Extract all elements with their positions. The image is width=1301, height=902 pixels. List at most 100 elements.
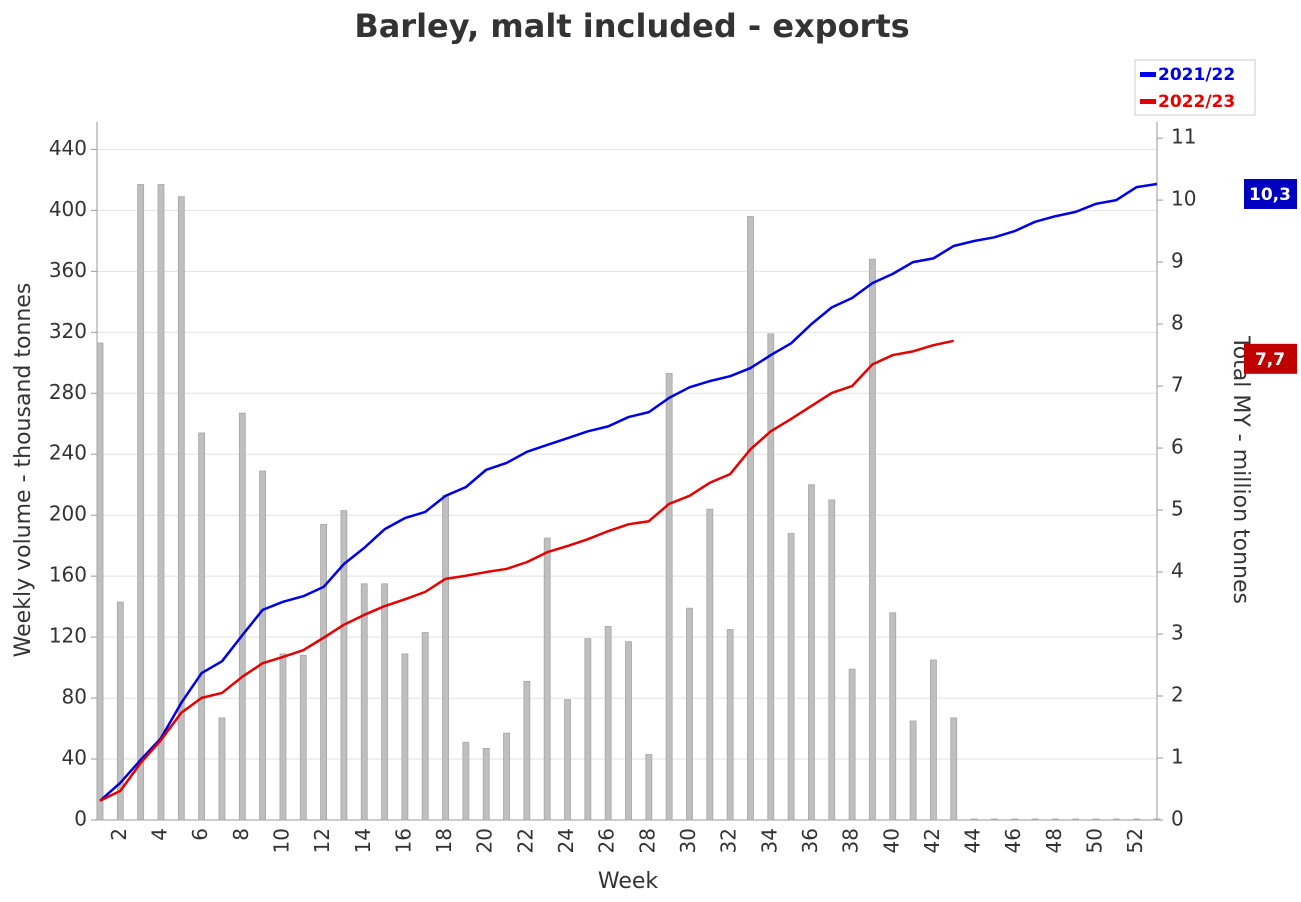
bar: [198, 432, 206, 821]
y2-tick-label: 4: [1171, 559, 1184, 583]
y-tick-label: 120: [49, 624, 87, 648]
bar: [543, 537, 551, 821]
bar: [604, 626, 612, 821]
y2-axis-title: Total MY - million tonnes: [1228, 335, 1253, 604]
y-tick-label: 80: [62, 685, 87, 709]
bar: [1112, 818, 1120, 821]
bar: [1011, 818, 1019, 821]
x-tick-label: 44: [961, 828, 985, 853]
bar: [462, 741, 470, 821]
y-tick-label: 200: [49, 502, 87, 526]
legend-box: [1134, 59, 1256, 116]
y-axis-title: Weekly volume - thousand tonnes: [11, 283, 36, 658]
y2-tick-label: 6: [1171, 435, 1184, 459]
x-tick-label: 40: [879, 828, 903, 853]
x-axis-title: Week: [598, 869, 659, 894]
bar: [320, 523, 327, 821]
x-tick-label: 30: [676, 828, 700, 853]
x-tick-label: 46: [1001, 828, 1025, 853]
bar: [869, 258, 876, 821]
y-tick-label: 40: [62, 746, 87, 770]
x-tick-label: 20: [473, 828, 497, 853]
legend-label: 2021/22: [1158, 65, 1235, 85]
bar: [564, 699, 571, 821]
bar: [360, 583, 368, 821]
bar: [1051, 818, 1059, 821]
y2-tick-label: 9: [1171, 249, 1184, 273]
bar: [1092, 818, 1100, 821]
y-tick-label: 440: [49, 136, 87, 160]
x-tick-label: 50: [1083, 828, 1107, 853]
y2-tick-label: 0: [1171, 807, 1184, 831]
bar: [157, 184, 165, 821]
y-tick-label: 320: [49, 319, 87, 343]
bar: [990, 818, 998, 821]
x-tick-label: 26: [595, 828, 619, 853]
bar: [482, 747, 490, 821]
legend-swatch: [1140, 72, 1156, 77]
bar: [726, 629, 734, 821]
bar: [381, 583, 388, 821]
bar: [625, 641, 632, 821]
bar: [1153, 818, 1161, 821]
bar: [503, 732, 510, 821]
bar: [137, 184, 145, 821]
bar: [665, 373, 673, 821]
x-tick-label: 42: [920, 828, 944, 853]
x-tick-label: 34: [757, 828, 781, 853]
y-tick-label: 240: [49, 441, 87, 465]
bar: [1031, 818, 1039, 821]
line: [99, 339, 954, 802]
bar: [116, 601, 124, 821]
bar: [909, 720, 917, 821]
y-tick-label: 0: [74, 807, 87, 831]
bar: [970, 818, 978, 821]
legend-label: 2022/23: [1158, 92, 1235, 112]
y2-tick-label: 8: [1171, 311, 1184, 335]
bar: [686, 607, 693, 821]
bar: [889, 612, 897, 821]
bar: [848, 668, 856, 821]
bar: [442, 494, 449, 821]
x-tick-label: 10: [269, 828, 293, 853]
bar: [828, 499, 836, 821]
bar: [747, 216, 754, 821]
x-tick-label: 24: [554, 828, 578, 853]
bar: [177, 196, 185, 821]
x-tick-label: 18: [432, 828, 456, 853]
x-tick-label: 8: [229, 828, 253, 841]
x-tick-label: 48: [1042, 828, 1066, 853]
bar: [259, 470, 267, 821]
y-tick-label: 400: [49, 197, 87, 221]
end-label: 10,3: [1249, 185, 1291, 205]
y-tick-label: 280: [49, 380, 87, 404]
y2-tick-label: 5: [1171, 497, 1184, 521]
bar: [340, 510, 348, 821]
legend-swatch: [1140, 99, 1156, 104]
bar: [706, 508, 714, 821]
bar: [950, 717, 958, 821]
x-tick-label: 12: [310, 828, 334, 853]
y2-tick-label: 7: [1171, 373, 1184, 397]
end-label: 7,7: [1255, 350, 1285, 370]
bar: [645, 754, 653, 821]
y2-tick-label: 3: [1171, 621, 1184, 645]
x-tick-label: 14: [351, 828, 375, 853]
bar: [808, 484, 815, 821]
y-tick-label: 360: [49, 258, 87, 282]
chart-title: Barley, malt included - exports: [354, 7, 909, 45]
bar: [238, 412, 246, 821]
line: [99, 182, 1158, 802]
x-tick-label: 38: [839, 828, 863, 853]
bar: [767, 333, 775, 821]
x-tick-label: 28: [635, 828, 659, 853]
bar: [218, 717, 226, 821]
x-tick-label: 4: [147, 828, 171, 841]
bar: [299, 655, 307, 821]
bar: [1133, 818, 1141, 821]
end-label-box: [1244, 343, 1297, 374]
y2-tick-label: 10: [1171, 187, 1196, 211]
x-tick-label: 2: [107, 828, 131, 841]
x-tick-label: 6: [188, 828, 212, 841]
